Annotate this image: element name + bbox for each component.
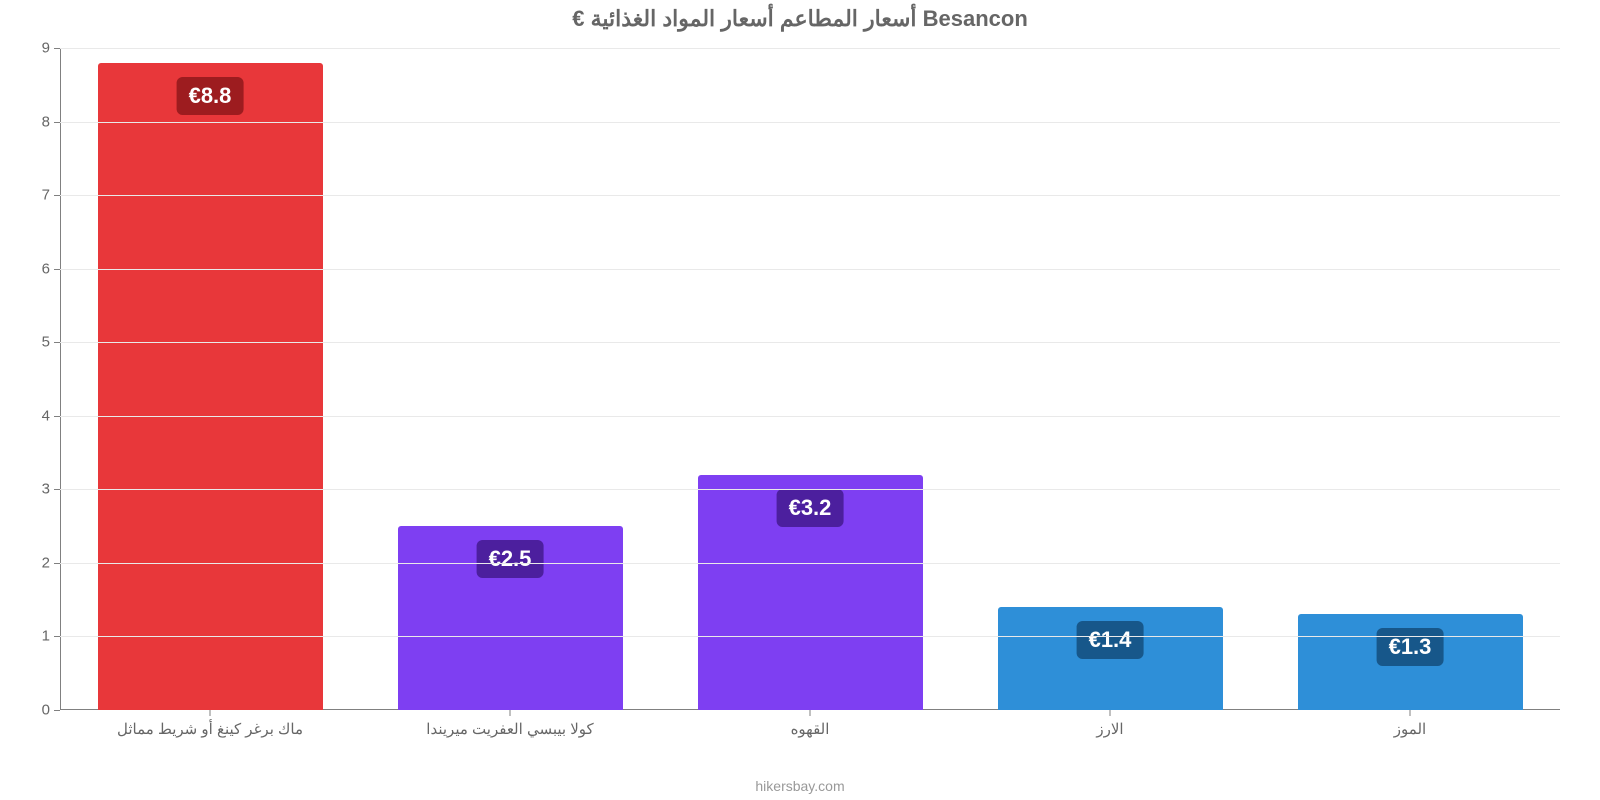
y-tick-mark (54, 195, 60, 196)
bar: €1.3 (1298, 614, 1523, 710)
gridline (60, 636, 1560, 637)
bar: €8.8 (98, 63, 323, 710)
gridline (60, 416, 1560, 417)
gridline (60, 342, 1560, 343)
y-tick-mark (54, 489, 60, 490)
bar-slot: €2.5 (398, 48, 623, 710)
bar-value-label: €1.4 (1077, 621, 1144, 659)
bar-slot: €1.3 (1298, 48, 1523, 710)
gridline (60, 48, 1560, 49)
plot-area: €8.8€2.5€3.2€1.4€1.3 0123456789ماك برغر … (60, 48, 1560, 710)
bar-value-label: €3.2 (777, 489, 844, 527)
gridline (60, 563, 1560, 564)
y-tick-mark (54, 269, 60, 270)
y-tick-mark (54, 342, 60, 343)
y-tick-mark (54, 563, 60, 564)
bar-slot: €8.8 (98, 48, 323, 710)
bar-slot: €3.2 (698, 48, 923, 710)
y-tick-mark (54, 416, 60, 417)
x-category-label: الموز (1394, 710, 1426, 738)
x-category-label: ماك برغر كينغ أو شريط مماثل (117, 710, 303, 738)
chart-container: € أسعار المطاعم أسعار المواد الغذائية Be… (0, 0, 1600, 800)
x-category-label: الارز (1096, 710, 1123, 738)
y-tick-mark (54, 122, 60, 123)
attribution-text: hikersbay.com (0, 778, 1600, 794)
x-category-label: كولا بيبسي العفريت ميريندا (426, 710, 593, 738)
gridline (60, 195, 1560, 196)
chart-title: € أسعار المطاعم أسعار المواد الغذائية Be… (0, 6, 1600, 32)
bar-slot: €1.4 (998, 48, 1223, 710)
bars-layer: €8.8 €2.5 €3.2 €1.4 €1.3 (60, 48, 1560, 710)
bar: €1.4 (998, 607, 1223, 710)
y-tick-mark (54, 636, 60, 637)
bar: €3.2 (698, 475, 923, 710)
gridline (60, 122, 1560, 123)
gridline (60, 489, 1560, 490)
bar-value-label: €2.5 (477, 540, 544, 578)
bar: €2.5 (398, 526, 623, 710)
bar-value-label: €8.8 (177, 77, 244, 115)
gridline (60, 269, 1560, 270)
y-tick-mark (54, 710, 60, 711)
x-category-label: القهوه (791, 710, 830, 738)
y-tick-mark (54, 48, 60, 49)
bar-value-label: €1.3 (1377, 628, 1444, 666)
